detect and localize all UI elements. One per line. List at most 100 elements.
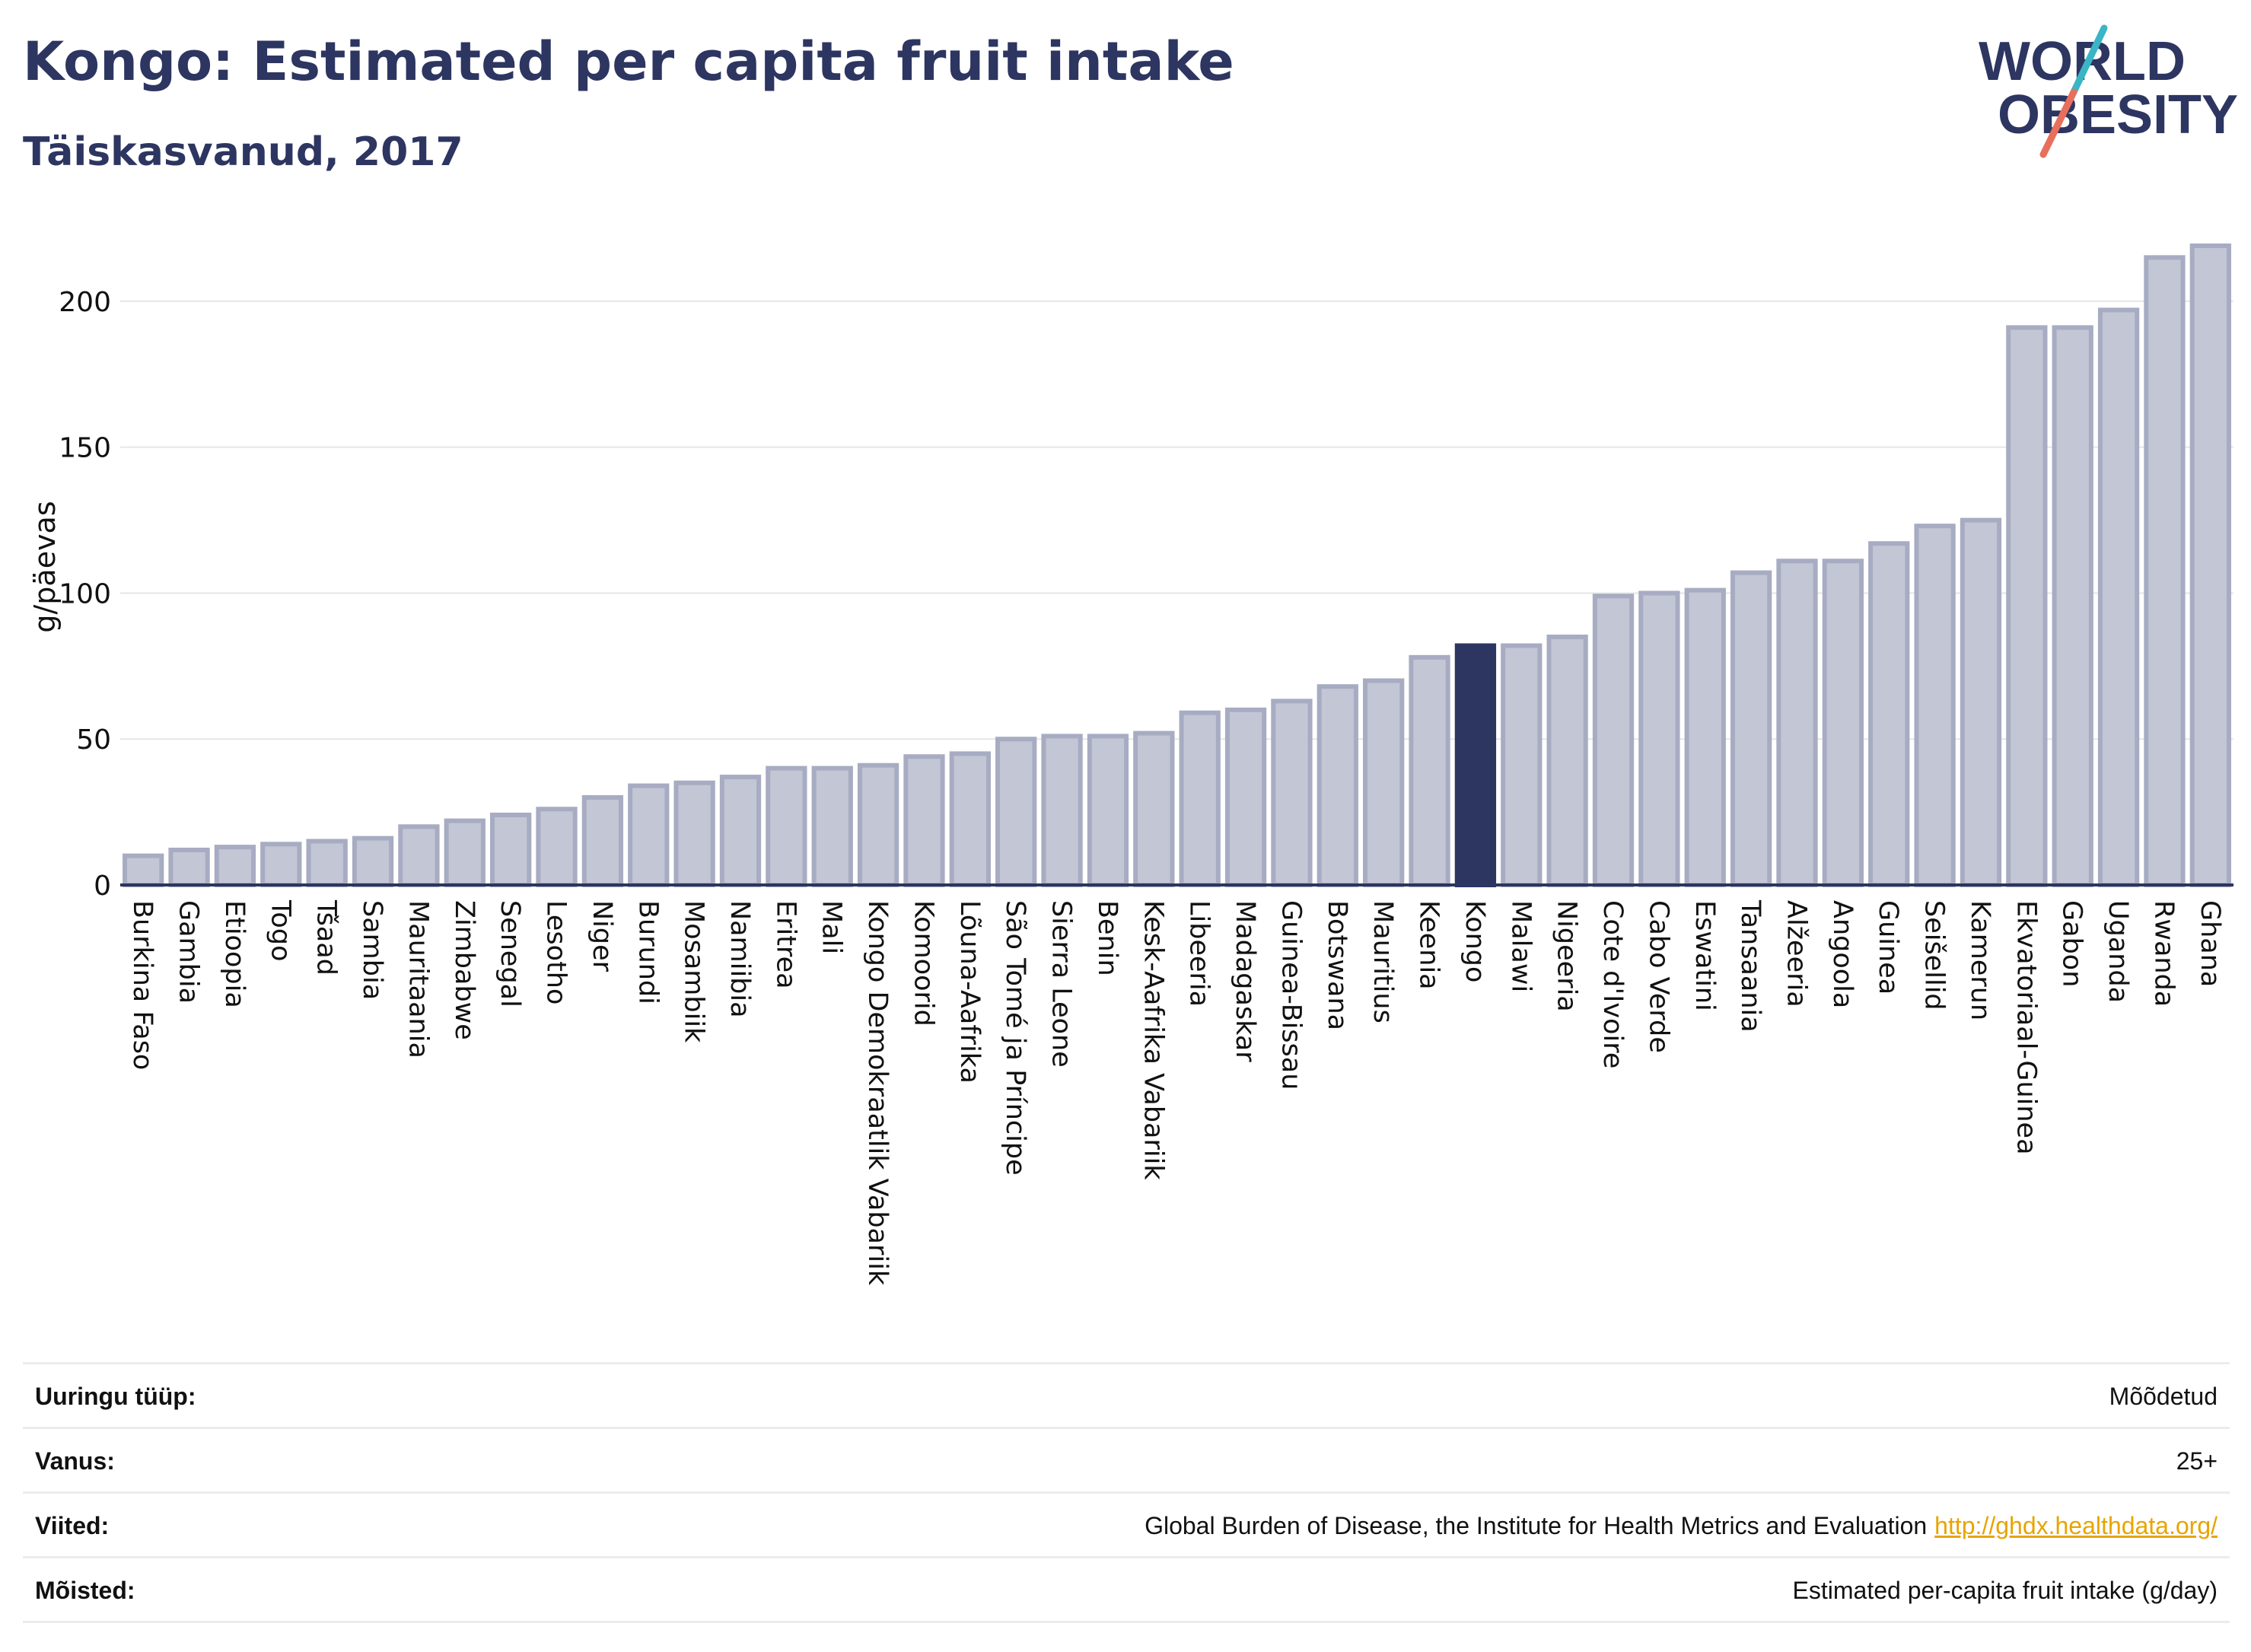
bar-s-o-tom-ja-pr-ncipe	[995, 737, 1037, 887]
bar-mosambiik	[673, 780, 715, 888]
bar-madagaskar	[1224, 707, 1267, 887]
info-value-wrap: Global Burden of Disease, the Institute …	[1145, 1512, 2218, 1540]
x-tick-label: Benin	[1092, 900, 1122, 976]
x-tick-label: Niger	[587, 900, 617, 972]
bar-ekvatoriaal-guinea	[2006, 325, 2048, 887]
bar-senegal	[489, 812, 532, 887]
x-tick-label: Kongo	[1460, 900, 1490, 982]
bar-komoorid	[903, 754, 945, 887]
y-tick-labels: 0 50 100 150 200	[59, 287, 111, 902]
x-tick-label: São Tomé ja Príncipe	[1000, 900, 1030, 1176]
bar-kongo	[1454, 643, 1497, 887]
bar-gabon	[2052, 325, 2093, 887]
x-tick-label: Kongo Demokraatlik Vabariik	[862, 900, 893, 1286]
bar-chart: 0 50 100 150 200 Burkina Faso Gambia Etioopia T…	[28, 244, 2233, 1286]
info-row-references: Viited: Global Burden of Disease, the In…	[23, 1491, 2230, 1556]
info-label: Viited:	[35, 1512, 110, 1539]
x-tick-label: Libeeria	[1184, 900, 1215, 1007]
x-tick-label: Zimbabwe	[449, 900, 479, 1040]
info-value: Estimated per-capita fruit intake (g/day…	[1792, 1577, 2218, 1604]
bar-kongo-demokraatlik-vabariik	[857, 762, 899, 888]
x-tick-label: Kamerun	[1965, 900, 1995, 1020]
bar-libeeria	[1179, 710, 1221, 887]
y-tick-label: 0	[94, 871, 111, 902]
bar-al-eeria	[1776, 559, 1818, 888]
bar-lesotho	[536, 807, 578, 887]
bar-etioopia	[214, 845, 256, 888]
bar-burundi	[628, 783, 670, 887]
bar-rwanda	[2144, 255, 2186, 888]
bar-angoola	[1822, 559, 1864, 888]
x-tick-label: Lõuna-Aafrika	[954, 900, 985, 1084]
bar-keenia	[1409, 654, 1450, 887]
x-tick-label: Mauritaania	[403, 900, 433, 1058]
bar-tansaania	[1730, 570, 1772, 888]
x-tick-label: Burundi	[632, 900, 663, 1004]
y-tick-label: 100	[59, 578, 111, 610]
info-value: Global Burden of Disease, the Institute …	[1145, 1512, 1928, 1539]
bar-kesk-aafrika-vabariik	[1133, 731, 1175, 887]
x-tick-label: Sierra Leone	[1046, 900, 1077, 1068]
x-tick-label: Sambia	[357, 900, 387, 1000]
logo-slash-bottom	[2039, 88, 2077, 158]
x-tick-label: Mosambiik	[679, 900, 709, 1043]
x-tick-label: Alžeeria	[1781, 900, 1811, 1007]
x-tick-label: Namiibia	[724, 900, 755, 1018]
bar-eritrea	[766, 766, 807, 887]
info-label: Mõisted:	[35, 1577, 135, 1604]
y-tick-label: 200	[59, 287, 111, 318]
x-tick-label: Tšaad	[311, 899, 342, 976]
x-tick-label: Lesotho	[541, 900, 572, 1004]
bar-sambia	[352, 836, 394, 887]
bar-malawi	[1501, 643, 1543, 887]
bar-zimbabwe	[444, 818, 486, 888]
bar-mauritius	[1363, 678, 1405, 887]
x-tick-labels: Burkina Faso Gambia Etioopia Togo Tšaad Sambi…	[127, 899, 2225, 1286]
x-tick-label: Cabo Verde	[1643, 900, 1673, 1053]
info-label: Uuringu tüüp:	[35, 1383, 196, 1410]
x-tick-label: Guinea-Bissau	[1275, 900, 1306, 1090]
bar-l-una-aafrika	[949, 751, 991, 888]
x-tick-label: Madagaskar	[1230, 900, 1260, 1062]
chart-subtitle: Täiskasvanud, 2017	[23, 129, 463, 175]
bar-ghana	[2189, 244, 2231, 888]
x-tick-label: Tansaania	[1735, 899, 1765, 1033]
bar-sei-ellid	[1914, 524, 1956, 888]
x-tick-label: Gabon	[2057, 900, 2087, 987]
chart-title: Kongo: Estimated per capita fruit intake	[23, 30, 1234, 93]
bar-guinea	[1868, 541, 1910, 887]
bar-botswana	[1317, 684, 1358, 888]
x-tick-label: Ekvatoriaal-Guinea	[2011, 900, 2041, 1155]
logo-text-obesity: OBESITY	[1998, 84, 2237, 145]
x-tick-label: Burkina Faso	[127, 900, 158, 1070]
reference-link[interactable]: http://ghdx.healthdata.org/	[1934, 1512, 2218, 1539]
bar-burkina-faso	[123, 853, 164, 887]
bar-mauritaania	[398, 824, 440, 888]
info-label: Vanus:	[35, 1447, 115, 1475]
x-tick-label: Senegal	[495, 900, 525, 1007]
x-tick-label: Keenia	[1414, 900, 1444, 990]
bar-mali	[811, 766, 853, 887]
x-tick-label: Seišellid	[1919, 900, 1950, 1011]
bar-nigeeria	[1546, 634, 1588, 887]
logo-slash-top	[2070, 24, 2108, 96]
info-row-definitions: Mõisted: Estimated per-capita fruit inta…	[23, 1556, 2230, 1623]
bar-guinea-bissau	[1271, 699, 1313, 887]
x-tick-label: Uganda	[2103, 900, 2133, 1003]
bar-benin	[1087, 734, 1129, 887]
x-tick-label: Mali	[817, 900, 847, 954]
bar-cote-d-ivoire	[1592, 594, 1635, 888]
bar-kamerun	[1960, 517, 2002, 887]
x-tick-label: Komoorid	[908, 900, 938, 1027]
bar-t-aad	[306, 839, 348, 888]
bar-cabo-verde	[1638, 590, 1680, 887]
x-tick-label: Kesk-Aafrika Vabariik	[1138, 900, 1168, 1180]
bar-uganda	[2097, 307, 2140, 887]
x-tick-label: Eritrea	[770, 900, 801, 989]
x-tick-label: Eswatini	[1689, 900, 1720, 1011]
world-obesity-logo: WORLD OBESITY	[1979, 24, 2237, 158]
info-row-survey-type: Uuringu tüüp: Mõõdetud	[23, 1362, 2230, 1427]
y-tick-label: 50	[76, 724, 111, 756]
bar-eswatini	[1684, 587, 1726, 887]
x-tick-label: Togo	[265, 899, 295, 961]
